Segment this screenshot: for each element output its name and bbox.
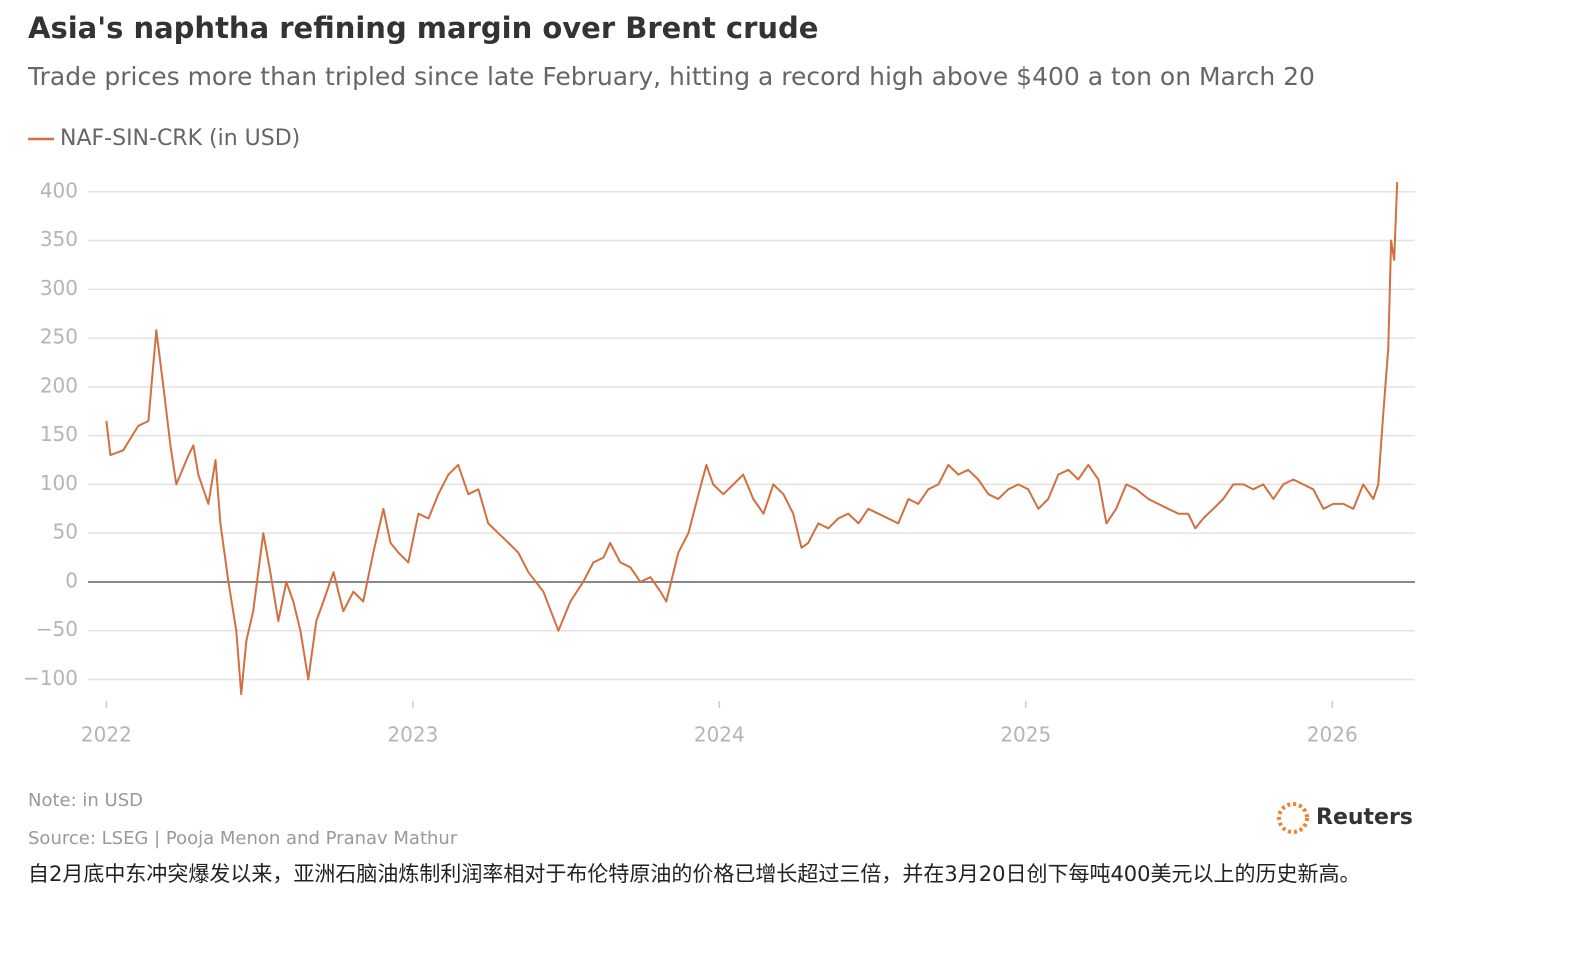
source: Source: LSEG | Pooja Menon and Pranav Ma…: [28, 828, 458, 849]
y-tick-label: −50: [36, 617, 78, 641]
y-tick-label: −100: [23, 666, 78, 690]
x-tick-label: 2023: [387, 723, 438, 747]
y-tick-label: 250: [40, 325, 78, 349]
y-tick-label: 150: [40, 422, 78, 446]
x-tick-label: 2025: [1000, 723, 1051, 747]
legend-label: NAF-SIN-CRK (in USD): [60, 126, 300, 151]
chart: Asia's naphtha refining margin over Bren…: [23, 11, 1415, 849]
y-tick-label: 50: [53, 520, 78, 544]
y-tick-label: 350: [40, 227, 78, 251]
x-tick-label: 2022: [81, 723, 132, 747]
y-tick-label: 300: [40, 276, 78, 300]
chart-title: Asia's naphtha refining margin over Bren…: [28, 11, 818, 45]
chart-subtitle: Trade prices more than tripled since lat…: [27, 62, 1315, 91]
logo-icon: [1277, 802, 1309, 834]
y-tick-label: 400: [40, 178, 78, 202]
caption: 自2月底中东冲突爆发以来，亚洲石脑油炼制利润率相对于布伦特原油的价格已增长超过三…: [28, 862, 1361, 886]
logo: Reuters: [1277, 802, 1413, 834]
x-tick-label: 2026: [1307, 723, 1358, 747]
y-tick-label: 200: [40, 373, 78, 397]
line: [105, 181, 1399, 696]
x-tick-label: 2024: [694, 723, 745, 747]
logo-text: Reuters: [1316, 805, 1413, 830]
note: Note: in USD: [28, 790, 143, 811]
y-tick-label: 0: [65, 568, 78, 592]
y-tick-label: 100: [40, 471, 78, 495]
